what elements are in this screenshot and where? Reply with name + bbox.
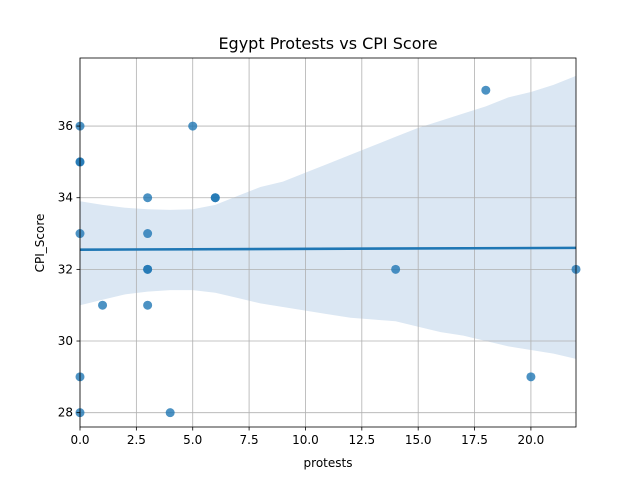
x-tick-label: 5.0 bbox=[183, 433, 202, 447]
x-tick-label: 0.0 bbox=[70, 433, 89, 447]
y-tick-label: 28 bbox=[58, 406, 73, 420]
chart-title: Egypt Protests vs CPI Score bbox=[218, 34, 437, 53]
ticks-layer: 0.0 2.5 5.0 7.5 10.0 12.5 15.0 17.5 20.0 28 30 32 34… bbox=[58, 119, 545, 447]
y-tick-label: 36 bbox=[58, 119, 73, 133]
data-point bbox=[481, 85, 491, 95]
y-tick-label: 30 bbox=[58, 334, 73, 348]
axes-layer bbox=[79, 57, 577, 428]
y-tick-label: 32 bbox=[58, 262, 73, 276]
regression-layer bbox=[79, 246, 577, 251]
data-point bbox=[526, 372, 536, 382]
confidence-band bbox=[80, 75, 576, 359]
x-tick-label: 2.5 bbox=[127, 433, 146, 447]
y-axis-label: CPI_Score bbox=[33, 214, 47, 273]
regression-line bbox=[79, 246, 577, 251]
data-point bbox=[188, 121, 198, 131]
data-point bbox=[165, 408, 175, 418]
points-layer bbox=[75, 85, 581, 418]
data-point bbox=[143, 264, 153, 274]
x-tick-label: 15.0 bbox=[405, 433, 432, 447]
x-axis-label: protests bbox=[304, 456, 353, 470]
x-tick-label: 20.0 bbox=[518, 433, 545, 447]
confidence-band-layer bbox=[80, 75, 576, 359]
plot-frame bbox=[79, 57, 577, 428]
x-tick-label: 7.5 bbox=[240, 433, 259, 447]
x-tick-label: 10.0 bbox=[292, 433, 319, 447]
y-tick-label: 34 bbox=[58, 191, 73, 205]
data-point bbox=[143, 300, 153, 310]
data-point bbox=[391, 264, 401, 274]
data-point bbox=[143, 229, 153, 239]
data-point bbox=[210, 193, 220, 203]
x-tick-label: 12.5 bbox=[348, 433, 375, 447]
x-tick-label: 17.5 bbox=[461, 433, 488, 447]
data-point bbox=[98, 300, 108, 310]
data-point bbox=[143, 193, 153, 203]
